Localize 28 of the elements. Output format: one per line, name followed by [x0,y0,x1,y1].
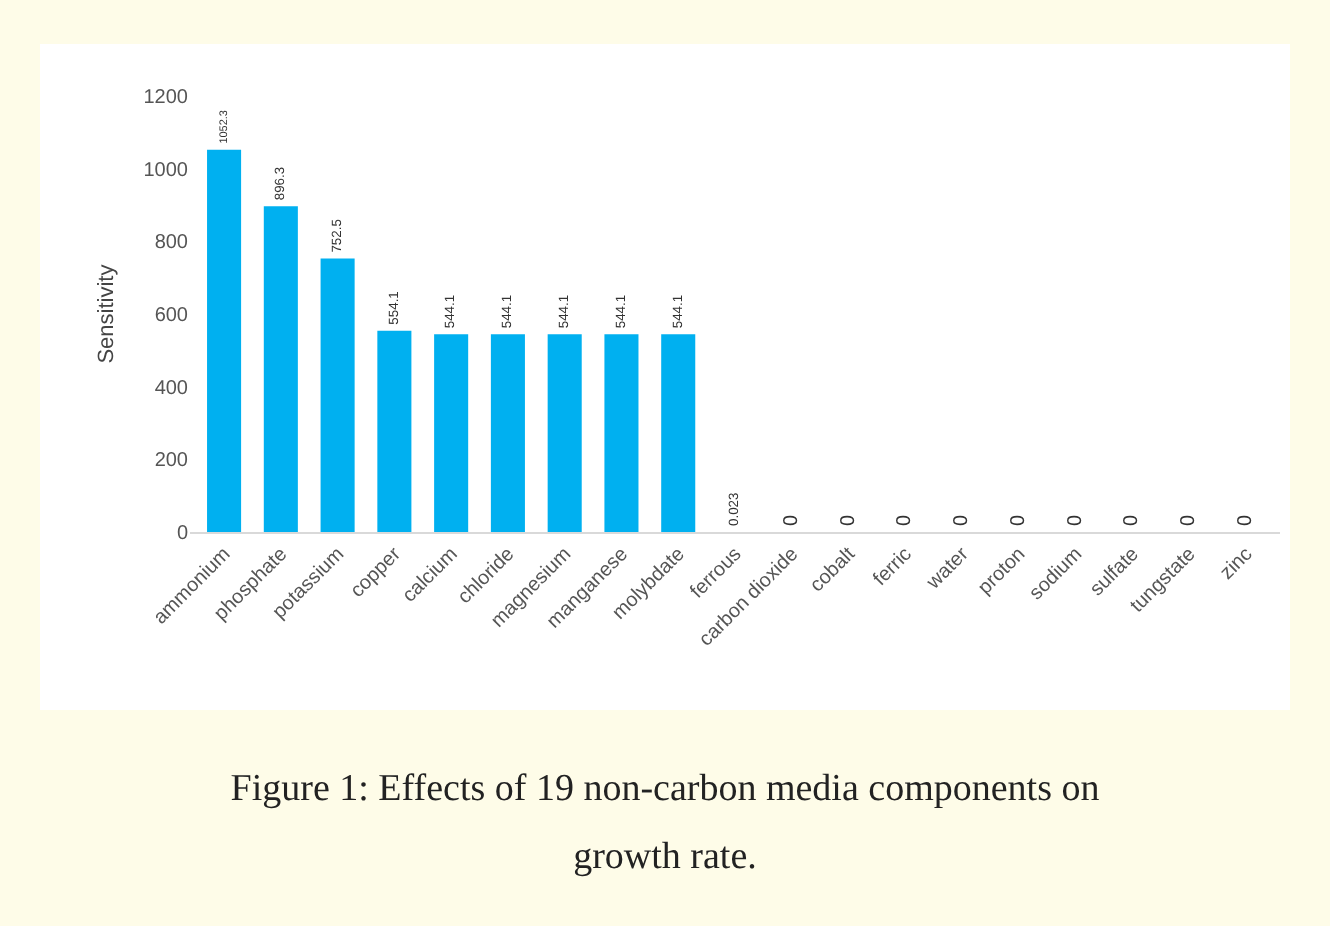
data-label: 0 [1178,514,1201,526]
data-label: 0 [1007,514,1030,526]
bar [377,330,412,532]
data-label: 0 [837,514,860,526]
bar [547,334,582,532]
data-label: 0 [1064,514,1087,526]
data-label: 0 [1234,514,1257,526]
y-tick-label: 200 [154,450,189,473]
y-tick-label: 1200 [143,87,189,109]
bar [661,334,696,532]
data-label: 0 [951,514,974,526]
data-label: 0 [780,514,803,526]
bar [207,149,242,532]
caption: Figure 1: Effects of 19 non-carbon media components on growth rate. [228,766,1102,882]
bar [263,206,298,532]
data-label: 0 [894,514,917,526]
data-label: 0 [1121,514,1144,526]
y-tick-label: 400 [154,377,189,400]
bar [604,334,639,532]
bar [490,334,525,532]
y-tick-label: 600 [154,305,189,327]
bar [320,258,355,532]
y-tick-label: 0 [176,523,189,545]
x-tick-label: zinc [1216,543,1258,585]
y-axis-title: Sensitivity [94,263,119,364]
y-tick-label: 800 [154,232,189,255]
bar [434,334,469,532]
y-tick-label: 1000 [143,159,189,182]
